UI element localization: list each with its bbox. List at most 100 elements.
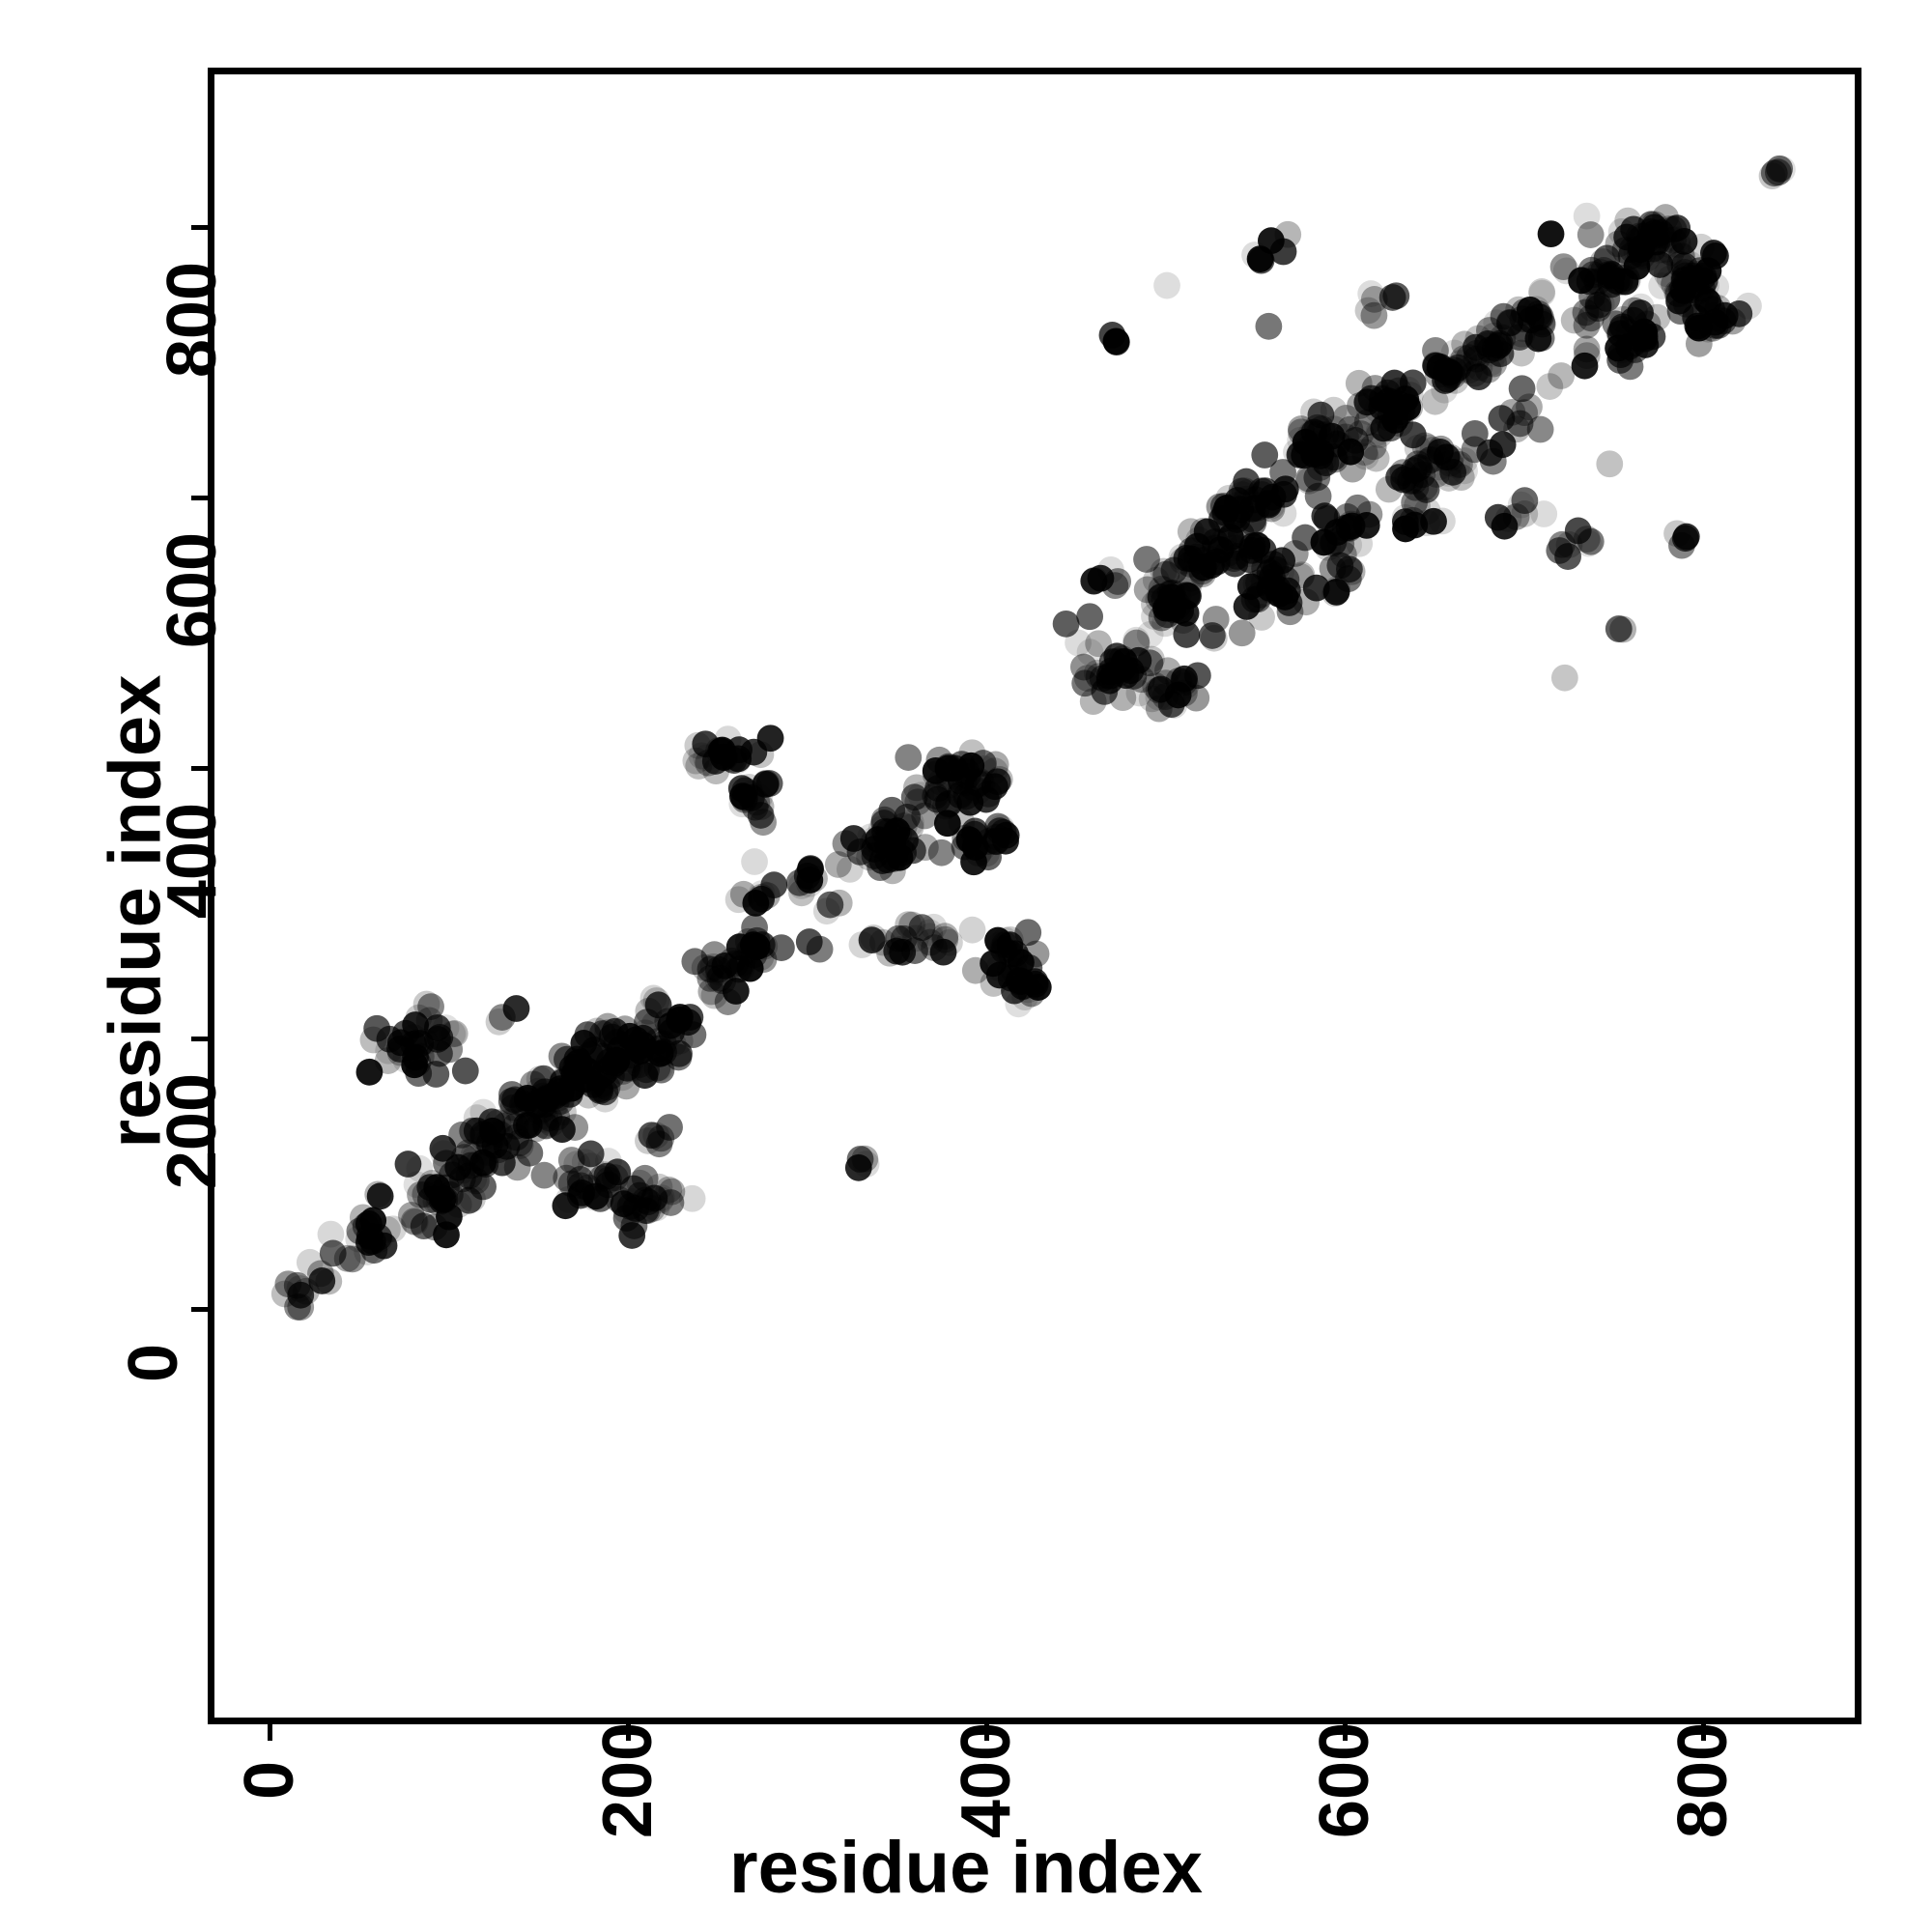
scatter-point [1433, 443, 1461, 471]
scatter-point [1631, 318, 1658, 346]
scatter-point [878, 796, 906, 824]
scatter-point [1646, 251, 1674, 278]
scatter-point [728, 782, 756, 810]
scatter-point [1236, 573, 1264, 601]
scatter-point [933, 810, 961, 838]
scatter-point [1412, 476, 1440, 503]
scatter-point [752, 771, 780, 798]
scatter-point [355, 1058, 384, 1086]
scatter-point [1461, 419, 1489, 447]
scatter-point [1648, 272, 1676, 299]
scatter-point [1336, 555, 1363, 583]
scatter-point [1173, 621, 1201, 648]
y-tick-mark [191, 1036, 208, 1041]
x-tick-label: 800 [1664, 1721, 1742, 1839]
scatter-point [1265, 580, 1293, 608]
scatter-point [756, 724, 784, 753]
scatter-point [883, 817, 911, 845]
scatter-point [681, 948, 709, 976]
scatter-point [1122, 626, 1150, 654]
scatter-point [844, 1153, 872, 1181]
scatter-point [1766, 155, 1794, 183]
scatter-point [423, 1014, 451, 1041]
scatter-point [980, 950, 1008, 978]
scatter-point [1421, 387, 1449, 415]
scatter-point [1489, 431, 1517, 459]
scatter-point [1665, 287, 1692, 315]
scatter-point [957, 752, 985, 780]
scatter-point [604, 1158, 632, 1186]
scatter-point [1560, 306, 1588, 334]
scatter-point [557, 1074, 585, 1102]
x-axis-label: residue index [729, 1827, 1203, 1909]
scatter-point [582, 1182, 610, 1210]
scatter-point [1362, 444, 1390, 472]
x-tick-label: 0 [231, 1760, 308, 1801]
scatter-point [1318, 422, 1346, 450]
scatter-point [742, 890, 770, 917]
scatter-point [1694, 288, 1721, 316]
x-tick-mark [625, 1724, 631, 1741]
scatter-point [956, 788, 984, 816]
scatter-point [423, 1174, 451, 1202]
scatter-point [935, 790, 962, 817]
scatter-point [1353, 388, 1381, 416]
x-tick-label: 600 [1306, 1721, 1383, 1839]
scatter-points-layer [270, 155, 1796, 1321]
scatter-point [1577, 221, 1605, 248]
scatter-point [1136, 620, 1164, 648]
scatter-point [549, 1116, 576, 1144]
scatter-point [1052, 610, 1080, 638]
scatter-point [1246, 245, 1274, 272]
scatter-point [359, 1207, 387, 1235]
x-tick-mark [1342, 1724, 1348, 1741]
scatter-point [1189, 554, 1217, 582]
scatter-point [1255, 491, 1282, 519]
scatter-point [1605, 334, 1632, 362]
scatter-point [502, 995, 530, 1022]
y-tick-mark [191, 765, 208, 771]
y-axis-label-wrapper: residue index [94, 0, 178, 1878]
scatter-point [1685, 314, 1713, 342]
scatter-point [638, 1122, 666, 1150]
scatter-point [451, 1057, 479, 1085]
scatter-point [644, 991, 672, 1019]
scatter-point [736, 954, 764, 982]
scatter-point [1392, 515, 1419, 543]
scatter-point [1573, 311, 1601, 339]
scatter-point [1399, 421, 1427, 449]
scatter-point [1491, 512, 1519, 540]
scatter-point [741, 848, 768, 875]
scatter-point [577, 1140, 605, 1168]
scatter-point [401, 1051, 428, 1079]
scatter-point [287, 1281, 315, 1309]
scatter-point [1536, 373, 1564, 400]
scatter-point [610, 1190, 638, 1218]
scatter-point [1485, 331, 1513, 359]
scatter-point [1694, 257, 1722, 285]
scatter-point [1153, 271, 1180, 299]
scatter-point [1488, 405, 1516, 433]
scatter-point [839, 825, 867, 852]
scatter-point [444, 1153, 472, 1181]
scatter-point [1511, 487, 1539, 515]
scatter-point [514, 1084, 542, 1112]
scatter-point [889, 938, 917, 966]
scatter-point [1593, 244, 1621, 272]
scatter-point [1008, 949, 1035, 977]
scatter-point [402, 1011, 429, 1038]
scatter-point [308, 1267, 336, 1294]
scatter-point [1548, 362, 1576, 389]
scatter-point [410, 1212, 438, 1240]
scatter-point [858, 926, 886, 954]
scatter-point [1024, 974, 1052, 1001]
scatter-point [1164, 681, 1192, 709]
scatter-point [1640, 213, 1668, 242]
scatter-point [1609, 615, 1637, 643]
scatter-point [1524, 325, 1552, 353]
x-tick-mark [983, 1724, 989, 1741]
scatter-point [1243, 531, 1271, 559]
scatter-point [1605, 614, 1633, 642]
scatter-point [530, 1161, 558, 1189]
scatter-point [1394, 393, 1422, 421]
